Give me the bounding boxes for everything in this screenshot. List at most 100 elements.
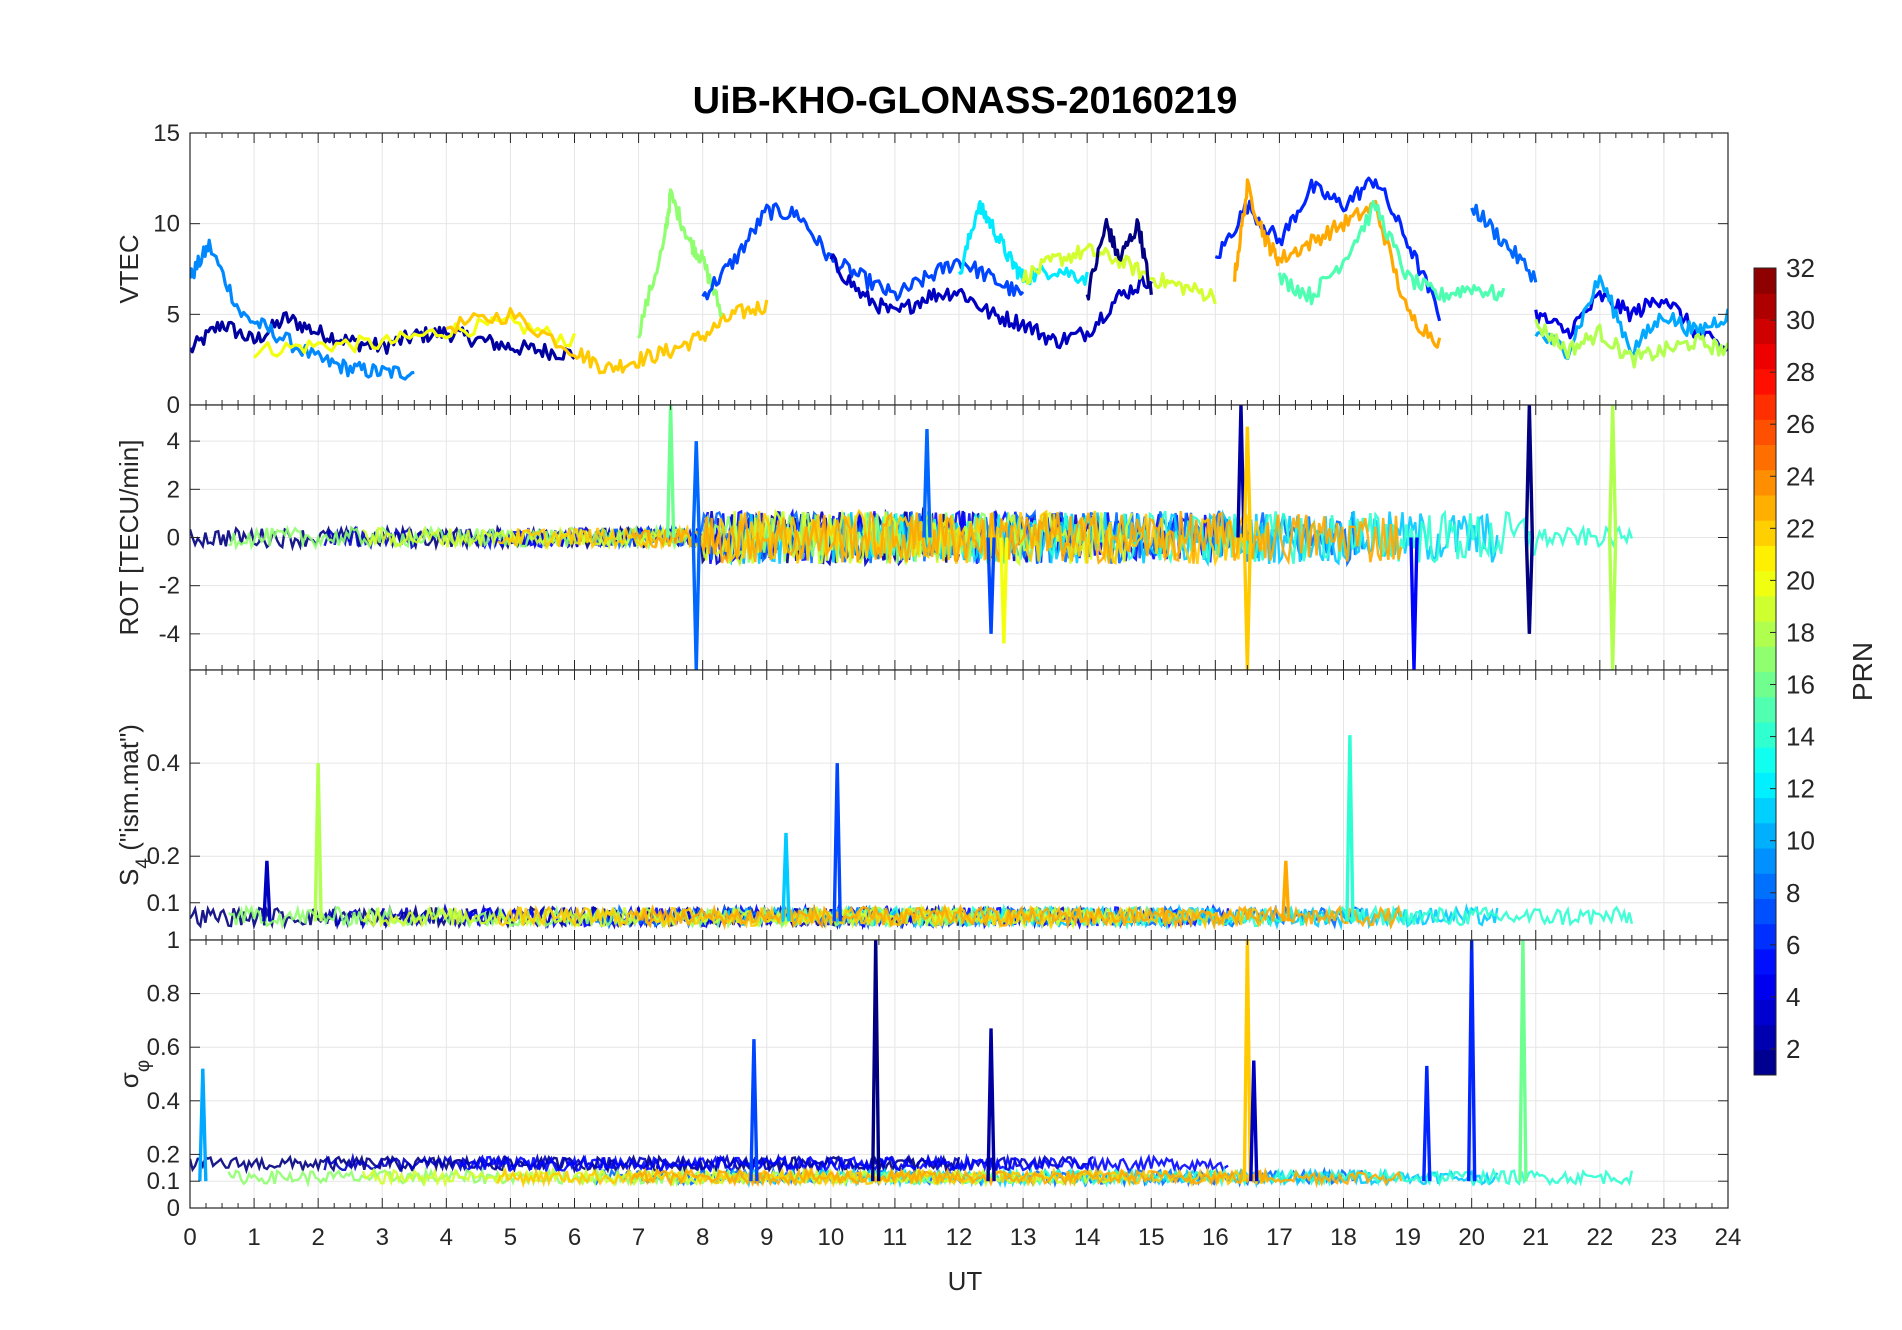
vtec-ytick-label: 10 — [153, 211, 180, 238]
rot-spike-prn-8 — [691, 441, 701, 538]
vtec-ytick-label: 15 — [153, 120, 180, 147]
s4-spike-prn-11 — [781, 832, 791, 922]
vtec-series-prn-8 — [1470, 203, 1538, 283]
x-tick-label: 5 — [504, 1224, 517, 1251]
chart-title: UiB-KHO-GLONASS-20160219 — [693, 80, 1238, 122]
colorbar-tick-label: 10 — [1786, 826, 1815, 856]
x-tick-label: 11 — [882, 1224, 907, 1251]
rot-spike-prn-16 — [665, 405, 676, 538]
vtec-series-prn-7 — [701, 202, 1025, 302]
rot-ylabel: ROT [TECU/min] — [114, 440, 144, 636]
s4-ytick-label: 0.2 — [147, 843, 180, 870]
colorbar-swatch — [1754, 318, 1776, 345]
panel-rot: -4 -2 0 2 4 ROT [TECU/min] — [114, 404, 1729, 671]
s4-grid — [189, 670, 1729, 940]
rot-trace-prn-23 — [631, 510, 1403, 566]
x-tick-label: 8 — [696, 1224, 709, 1251]
rot-ytick-label: -2 — [159, 573, 180, 600]
s4-spike-prn-18 — [313, 763, 323, 922]
vtec-series-prn-20 — [252, 313, 577, 359]
s4-trace-prn-23 — [632, 903, 1403, 931]
rot-spike-prn-8 — [691, 537, 701, 670]
colorbar-swatch — [1754, 268, 1776, 294]
x-tick-label: 21 — [1522, 1224, 1549, 1251]
rot-spike-prn-5 — [1409, 537, 1419, 670]
colorbar-tick-label: 12 — [1786, 774, 1815, 804]
colorbar-swatch — [1754, 646, 1776, 672]
vtec-ylabel: VTEC — [114, 234, 144, 303]
colorbar-tick-label: 24 — [1786, 461, 1815, 491]
x-tick-label: 24 — [1715, 1224, 1742, 1251]
x-tick-label: 9 — [760, 1224, 773, 1251]
x-tick-label: 7 — [632, 1224, 645, 1251]
sigma-ytick-label: 0.8 — [147, 981, 180, 1008]
s4-spike-prn-7 — [832, 763, 842, 922]
x-tick-label: 12 — [946, 1224, 973, 1251]
rot-spike-prn-18 — [1607, 537, 1618, 670]
sigma-ytick-label: 0.4 — [147, 1088, 180, 1115]
rot-spike-prn-22 — [1242, 426, 1253, 538]
x-tick-label: 0 — [183, 1224, 196, 1251]
s4-ytick-label: 0.4 — [147, 750, 180, 777]
colorbar-swatch — [1754, 595, 1776, 622]
colorbar-swatch — [1754, 923, 1776, 950]
colorbar-swatch — [1754, 545, 1776, 572]
x-tick-label: 6 — [568, 1224, 581, 1251]
colorbar-swatch — [1754, 772, 1776, 799]
colorbar-tick-label: 26 — [1786, 409, 1815, 439]
rot-spike-prn-22 — [1242, 537, 1253, 670]
x-tick-label: 17 — [1266, 1224, 1293, 1251]
vtec-series-prn-23 — [1233, 178, 1442, 349]
sigma-trace-prn-23 — [631, 1166, 1403, 1189]
rot-ytick-label: 2 — [167, 476, 180, 503]
x-tick-label: 4 — [440, 1224, 453, 1251]
colorbar-tick-label: 14 — [1786, 722, 1815, 752]
x-tick-label: 13 — [1010, 1224, 1037, 1251]
x-tick-labels: 0 1 2 3 4 5 6 7 8 9 10 11 12 13 14 15 16 17 18 19 20 21 22 23 24 — [183, 1224, 1741, 1251]
x-tick-label: 23 — [1651, 1224, 1678, 1251]
colorbar-swatch — [1754, 419, 1776, 446]
sigma-spike-prn-2 — [986, 1028, 996, 1182]
colorbar-swatch — [1754, 293, 1776, 319]
colorbar-swatch — [1754, 520, 1776, 546]
colorbar-swatch — [1754, 1024, 1776, 1051]
vtec-series-prn-18 — [1534, 318, 1728, 369]
sigma-spike-prn-6 — [1422, 1065, 1432, 1182]
sigma-ytick-label: 0.1 — [147, 1168, 180, 1195]
colorbar-tick-label: 18 — [1786, 617, 1815, 647]
s4-trace-prn-19 — [362, 903, 1134, 930]
x-tick-label: 14 — [1074, 1224, 1101, 1251]
sigma-data — [190, 940, 1634, 1189]
colorbar-tick-label: 2 — [1786, 1034, 1800, 1064]
colorbar-swatch — [1754, 696, 1776, 723]
rot-data — [190, 405, 1634, 670]
colorbar-swatch — [1754, 999, 1776, 1026]
rot-spike-prn-2 — [1236, 405, 1246, 538]
x-tick-label: 19 — [1394, 1224, 1421, 1251]
panel-sigma: 00.10.2 0.4 0.6 0.8 1 σφ — [114, 927, 1729, 1222]
colorbar-label: PRN — [1847, 642, 1878, 701]
vtec-series-prn-19 — [1021, 242, 1217, 305]
colorbar-tick-label: 4 — [1786, 982, 1800, 1012]
x-tick-label: 16 — [1202, 1224, 1229, 1251]
rot-spike-prn-7 — [986, 537, 996, 634]
s4-data — [190, 735, 1634, 931]
rot-spike-prn-20 — [999, 537, 1009, 644]
colorbar-swatch — [1754, 898, 1776, 925]
s4-spike-prn-23 — [1281, 860, 1291, 922]
rot-spike-prn-1 — [1524, 537, 1535, 634]
vtec-series-prn-9 — [190, 238, 415, 381]
x-tick-label: 22 — [1586, 1224, 1613, 1251]
x-tick-label: 3 — [376, 1224, 389, 1251]
x-tick-label: 10 — [817, 1224, 844, 1251]
colorbar-swatch — [1754, 621, 1776, 647]
sigma-ytick-label: 0.2 — [147, 1141, 180, 1168]
x-tick-label: 18 — [1330, 1224, 1357, 1251]
sigma-ytick-label: 0.6 — [147, 1034, 180, 1061]
colorbar-swatch — [1754, 343, 1776, 370]
rot-spike-prn-18 — [1607, 405, 1618, 538]
colorbar-swatch — [1754, 570, 1776, 597]
colorbar-swatch — [1754, 368, 1776, 395]
sigma-ytick-label: 0 — [167, 1195, 180, 1222]
